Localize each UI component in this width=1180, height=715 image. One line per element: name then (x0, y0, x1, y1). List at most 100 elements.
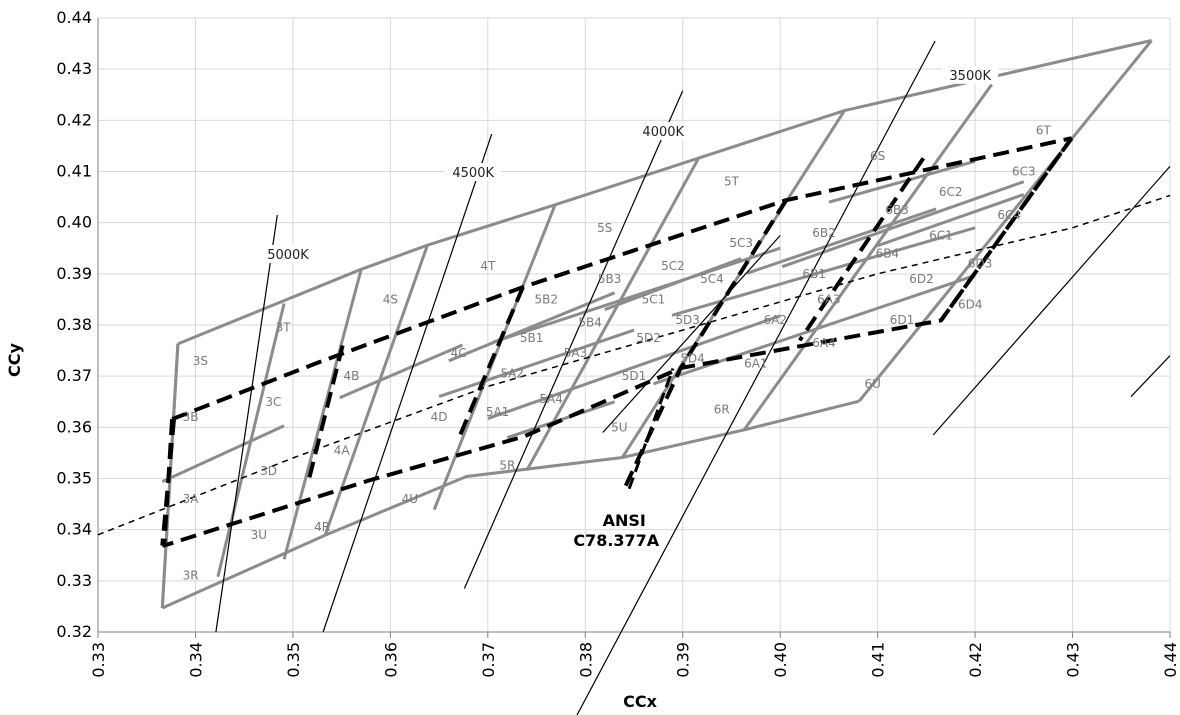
ansi_quadrangles-line (160, 418, 176, 546)
outer_bins-line (282, 269, 363, 560)
chart-series (97, 39, 1171, 715)
outer_bins-line (493, 246, 781, 344)
bin-label-5b3: 5B3 (598, 272, 622, 286)
bin-label-3u: 3U (251, 528, 267, 542)
outer_bins-line (161, 424, 285, 483)
y-axis-title: CCy (5, 342, 24, 376)
bin-label-5b2: 5B2 (535, 292, 559, 306)
ansi_quadrangles-line (305, 345, 345, 486)
bin-label-5s: 5S (597, 221, 612, 235)
bin-label-4t: 4T (480, 259, 496, 273)
ansi_quadrangles-line (456, 286, 525, 440)
y-tick-label: 0.37 (56, 366, 92, 385)
bin-label-5b4: 5B4 (578, 315, 602, 329)
bin-label-6a4: 6A4 (812, 336, 835, 350)
bin-label-5b1: 5B1 (520, 331, 544, 345)
outer_bins-line (438, 328, 635, 399)
outer_bins-line (671, 226, 976, 317)
outer_bins-line (525, 157, 700, 472)
bin-label-5r: 5R (499, 459, 515, 473)
y-tick-label: 0.43 (56, 59, 92, 78)
cct-label-5000k: 5000K (267, 248, 309, 263)
bin-label-5c4: 5C4 (700, 272, 724, 286)
bin-label-6c4: 6C4 (997, 208, 1021, 222)
bin-label-3t: 3T (276, 321, 292, 335)
outer_bins-line (604, 257, 742, 312)
y-tick-label: 0.39 (56, 264, 92, 283)
ansi-pointer-line (627, 367, 675, 490)
outer_bins-line (653, 273, 976, 386)
y-tick-label: 0.44 (56, 8, 92, 27)
bin-label-5u: 5U (611, 420, 627, 434)
bin-label-6d2: 6D2 (909, 272, 934, 286)
bin-label-6b1: 6B1 (803, 267, 827, 281)
bin-label-4r: 4R (314, 520, 330, 534)
bin-label-5d1: 5D1 (622, 369, 647, 383)
outer_bins-line (339, 343, 464, 400)
axis-ticks: 0.320.330.340.350.360.370.380.390.400.41… (56, 8, 1180, 678)
y-tick-label: 0.33 (56, 571, 92, 590)
ansi_quadrangles-line (798, 157, 926, 342)
bin-label-5c1: 5C1 (642, 292, 666, 306)
bin-label-6a2: 6A2 (764, 313, 787, 327)
y-tick-label: 0.35 (56, 469, 92, 488)
ansi_quadrangles-line (162, 137, 1074, 548)
bin-label-4b: 4B (343, 369, 359, 383)
y-tick-label: 0.36 (56, 417, 92, 436)
y-tick-label: 0.38 (56, 315, 92, 334)
planckian_locus-line (97, 194, 1171, 536)
x-tick-label: 0.44 (1161, 642, 1180, 678)
x-tick-label: 0.34 (186, 642, 205, 678)
bin-labels: 3S 3T 4S 4T 5S 5T 6S 6T 3B 3C 4C 4B 4D 4A 3D 3A 3U 3R 4R 4U… (183, 124, 1052, 583)
bin-label-5c2: 5C2 (661, 259, 685, 273)
cct_lines-line (576, 40, 936, 715)
outer_bins-line (177, 39, 1152, 346)
bin-label-3s: 3S (193, 354, 208, 368)
bin-label-3r: 3R (183, 569, 199, 583)
cct_lines-line (463, 90, 684, 589)
ansi_quadrangles-line (622, 199, 788, 490)
bin-label-6d4: 6D4 (958, 298, 983, 312)
x-axis-title: CCx (623, 692, 657, 711)
y-tick-label: 0.42 (56, 110, 92, 129)
bin-label-4d: 4D (431, 410, 448, 424)
x-tick-label: 0.41 (869, 642, 888, 678)
outer_bins-line (487, 314, 781, 421)
y-tick-label: 0.41 (56, 162, 92, 181)
grid-lines (97, 17, 1171, 638)
bin-label-5t: 5T (724, 175, 740, 189)
bin-label-6s: 6S (870, 149, 885, 163)
bin-label-5d3: 5D3 (675, 313, 700, 327)
cct_lines-line (602, 235, 781, 433)
x-tick-label: 0.39 (674, 642, 693, 678)
bin-label-6u: 6U (865, 377, 881, 391)
bin-label-3a: 3A (183, 492, 200, 506)
bin-label-6b4: 6B4 (876, 246, 900, 260)
x-tick-label: 0.42 (966, 642, 985, 678)
cct-label-bg (635, 122, 692, 141)
bin-label-3b: 3B (183, 410, 199, 424)
x-tick-label: 0.38 (576, 642, 595, 678)
x-tick-label: 0.40 (771, 642, 790, 678)
ansi-label-line1: ANSI (603, 511, 646, 530)
cct-labels: 5000K 4500K 4000K 3500K (260, 65, 999, 263)
bin-label-4s: 4S (383, 292, 398, 306)
bin-label-4c: 4C (451, 346, 467, 360)
cct_lines-line (1130, 355, 1171, 398)
bin-label-6b2: 6B2 (812, 226, 836, 240)
outer_bins-line (448, 291, 616, 363)
bin-label-6c2: 6C2 (939, 185, 963, 199)
bin-label-5d4: 5D4 (680, 351, 705, 365)
bin-label-6a1: 6A1 (744, 356, 767, 370)
bin-label-5a4: 5A4 (539, 392, 562, 406)
x-tick-label: 0.43 (1064, 642, 1083, 678)
cct_lines-line (215, 214, 278, 633)
bin-label-3c: 3C (265, 395, 281, 409)
x-tick-label: 0.36 (381, 642, 400, 678)
ansi_quadrangles-line (939, 137, 1074, 322)
outer_bins-line (161, 399, 860, 610)
bin-label-6d1: 6D1 (890, 313, 915, 327)
bin-label-6t: 6T (1036, 124, 1052, 138)
